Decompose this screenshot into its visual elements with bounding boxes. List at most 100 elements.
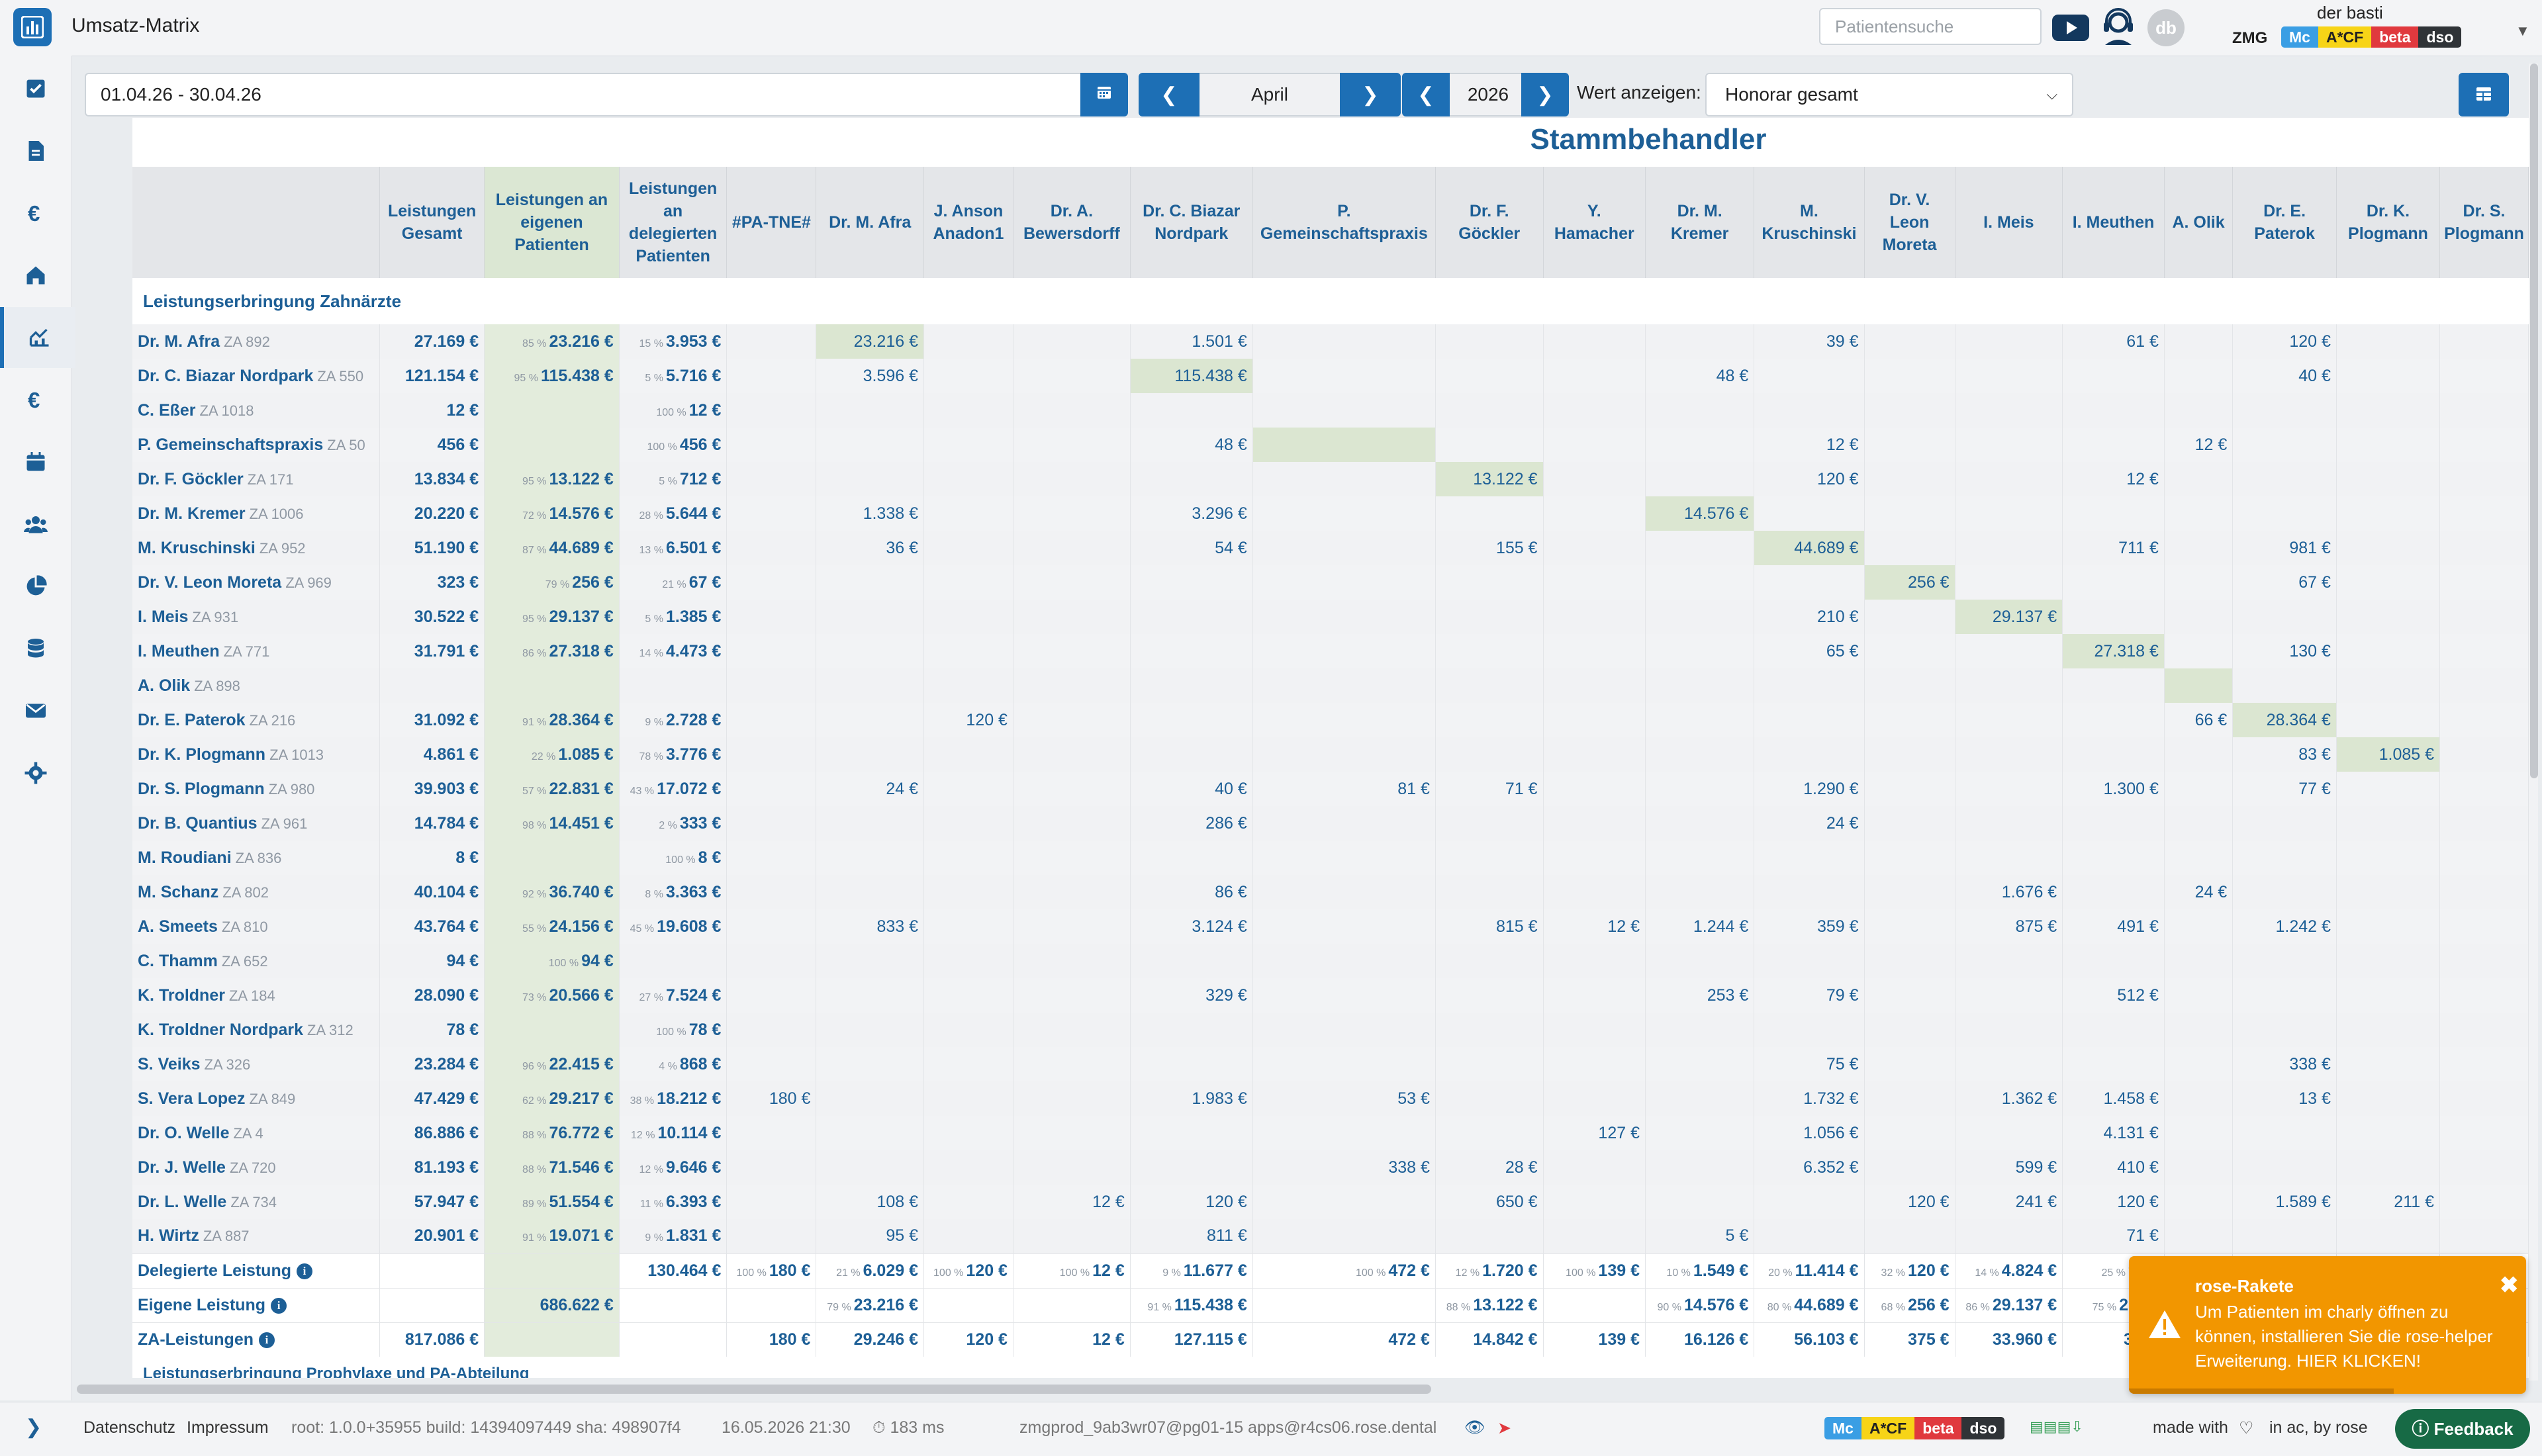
sidebar-item-statistics[interactable]	[0, 556, 71, 617]
matrix-cell[interactable]	[2232, 1013, 2337, 1047]
matrix-cell[interactable]	[1013, 772, 1131, 806]
matrix-cell[interactable]	[923, 1150, 1013, 1185]
dentist-name[interactable]: Dr. C. Biazar Nordpark ZA 550	[132, 359, 381, 393]
matrix-cell[interactable]	[1864, 428, 1955, 462]
matrix-cell[interactable]	[1130, 1150, 1253, 1185]
matrix-cell[interactable]	[1955, 1219, 2063, 1253]
matrix-cell[interactable]	[816, 565, 924, 600]
matrix-cell[interactable]	[2232, 393, 2337, 428]
matrix-cell[interactable]: 100 % 180 €	[726, 1253, 817, 1288]
matrix-cell[interactable]	[1013, 634, 1131, 668]
matrix-cell[interactable]: 86 % 29.137 €	[1955, 1287, 2063, 1322]
matrix-cell[interactable]	[2439, 462, 2529, 496]
matrix-cell[interactable]: 323 €	[379, 565, 485, 600]
matrix-cell[interactable]: 1.676 €	[1955, 875, 2063, 909]
matrix-cell[interactable]	[1130, 600, 1253, 634]
matrix-cell[interactable]: 6.352 €	[1754, 1150, 1865, 1185]
matrix-cell[interactable]: 95 % 115.438 €	[484, 359, 620, 393]
matrix-cell[interactable]	[1543, 1185, 1646, 1219]
matrix-cell[interactable]: 81 €	[1252, 772, 1436, 806]
matrix-cell[interactable]: 120 €	[2232, 324, 2337, 359]
matrix-cell[interactable]	[2062, 1047, 2165, 1081]
matrix-cell[interactable]	[1645, 324, 1755, 359]
matrix-cell[interactable]: 94 €	[379, 944, 485, 978]
matrix-cell[interactable]	[2439, 324, 2529, 359]
matrix-cell[interactable]	[2164, 737, 2234, 772]
privacy-link[interactable]: Datenschutz	[83, 1418, 175, 1437]
matrix-cell[interactable]	[2336, 978, 2441, 1013]
matrix-cell[interactable]	[2164, 1150, 2234, 1185]
matrix-cell[interactable]	[1645, 1185, 1755, 1219]
matrix-cell[interactable]	[1864, 875, 1955, 909]
matrix-cell[interactable]: 33.960 €	[1955, 1322, 2063, 1357]
matrix-cell[interactable]	[2232, 668, 2337, 703]
matrix-cell[interactable]	[726, 324, 817, 359]
matrix-cell[interactable]	[1864, 531, 1955, 565]
matrix-cell[interactable]: 96 % 22.415 €	[484, 1047, 620, 1081]
matrix-cell[interactable]	[1645, 1081, 1755, 1116]
matrix-cell[interactable]	[1543, 634, 1646, 668]
matrix-cell[interactable]	[2164, 668, 2234, 703]
dentist-name[interactable]: A. Smeets ZA 810	[132, 909, 381, 944]
matrix-cell[interactable]	[2439, 1219, 2529, 1253]
matrix-cell[interactable]	[1543, 565, 1646, 600]
matrix-cell[interactable]	[1645, 428, 1755, 462]
matrix-cell[interactable]: 1.732 €	[1754, 1081, 1865, 1116]
matrix-cell[interactable]	[816, 600, 924, 634]
matrix-cell[interactable]	[2164, 359, 2234, 393]
matrix-cell[interactable]: 57.947 €	[379, 1185, 485, 1219]
matrix-cell[interactable]: 253 €	[1645, 978, 1755, 1013]
matrix-cell[interactable]	[2336, 565, 2441, 600]
matrix-cell[interactable]	[1013, 737, 1131, 772]
matrix-cell[interactable]	[2062, 737, 2165, 772]
matrix-cell[interactable]: 32 % 120 €	[1864, 1253, 1955, 1288]
month-prev-button[interactable]: ❮	[1139, 73, 1200, 116]
matrix-cell[interactable]	[923, 1219, 1013, 1253]
matrix-cell[interactable]	[1013, 600, 1131, 634]
matrix-cell[interactable]: 43.764 €	[379, 909, 485, 944]
dentist-name[interactable]: Dr. F. Göckler ZA 171	[132, 462, 381, 496]
matrix-cell[interactable]	[1543, 359, 1646, 393]
matrix-cell[interactable]	[1543, 806, 1646, 841]
dentist-name[interactable]: C. Thamm ZA 652	[132, 944, 381, 978]
matrix-cell[interactable]: 20.901 €	[379, 1219, 485, 1253]
matrix-cell[interactable]	[2232, 1116, 2337, 1150]
matrix-cell[interactable]	[923, 531, 1013, 565]
matrix-cell[interactable]: 30.522 €	[379, 600, 485, 634]
matrix-cell[interactable]	[619, 944, 728, 978]
matrix-cell[interactable]	[1252, 1219, 1436, 1253]
matrix-cell[interactable]	[1864, 634, 1955, 668]
matrix-cell[interactable]	[2164, 944, 2234, 978]
matrix-cell[interactable]	[1645, 668, 1755, 703]
matrix-cell[interactable]: 81.193 €	[379, 1150, 485, 1185]
matrix-cell[interactable]	[2439, 703, 2529, 737]
matrix-cell[interactable]	[1130, 944, 1253, 978]
matrix-cell[interactable]	[1645, 772, 1755, 806]
matrix-cell[interactable]: 1.085 €	[2336, 737, 2441, 772]
matrix-cell[interactable]: 40 €	[1130, 772, 1253, 806]
matrix-cell[interactable]	[2062, 668, 2165, 703]
matrix-cell[interactable]	[1435, 1219, 1544, 1253]
matrix-cell[interactable]	[2232, 600, 2337, 634]
matrix-cell[interactable]	[1435, 359, 1544, 393]
matrix-cell[interactable]	[1013, 875, 1131, 909]
dentist-name[interactable]: P. Gemeinschaftspraxis ZA 50	[132, 428, 381, 462]
matrix-cell[interactable]	[1864, 703, 1955, 737]
matrix-cell[interactable]	[2232, 462, 2337, 496]
matrix-cell[interactable]	[1543, 1219, 1646, 1253]
matrix-cell[interactable]	[2232, 1150, 2337, 1185]
matrix-cell[interactable]	[2439, 531, 2529, 565]
matrix-cell[interactable]	[1955, 565, 2063, 600]
matrix-cell[interactable]: 11 % 6.393 €	[619, 1185, 728, 1219]
matrix-cell[interactable]	[726, 909, 817, 944]
matrix-cell[interactable]	[484, 393, 620, 428]
matrix-cell[interactable]: 4.861 €	[379, 737, 485, 772]
dentist-name[interactable]: M. Roudiani ZA 836	[132, 841, 381, 875]
matrix-cell[interactable]	[1864, 772, 1955, 806]
matrix-cell[interactable]: 12 % 1.720 €	[1435, 1253, 1544, 1288]
matrix-cell[interactable]: 1.589 €	[2232, 1185, 2337, 1219]
matrix-cell[interactable]: 57 % 22.831 €	[484, 772, 620, 806]
dentist-name[interactable]: S. Veiks ZA 326	[132, 1047, 381, 1081]
matrix-cell[interactable]	[1252, 1116, 1436, 1150]
matrix-cell[interactable]	[923, 772, 1013, 806]
